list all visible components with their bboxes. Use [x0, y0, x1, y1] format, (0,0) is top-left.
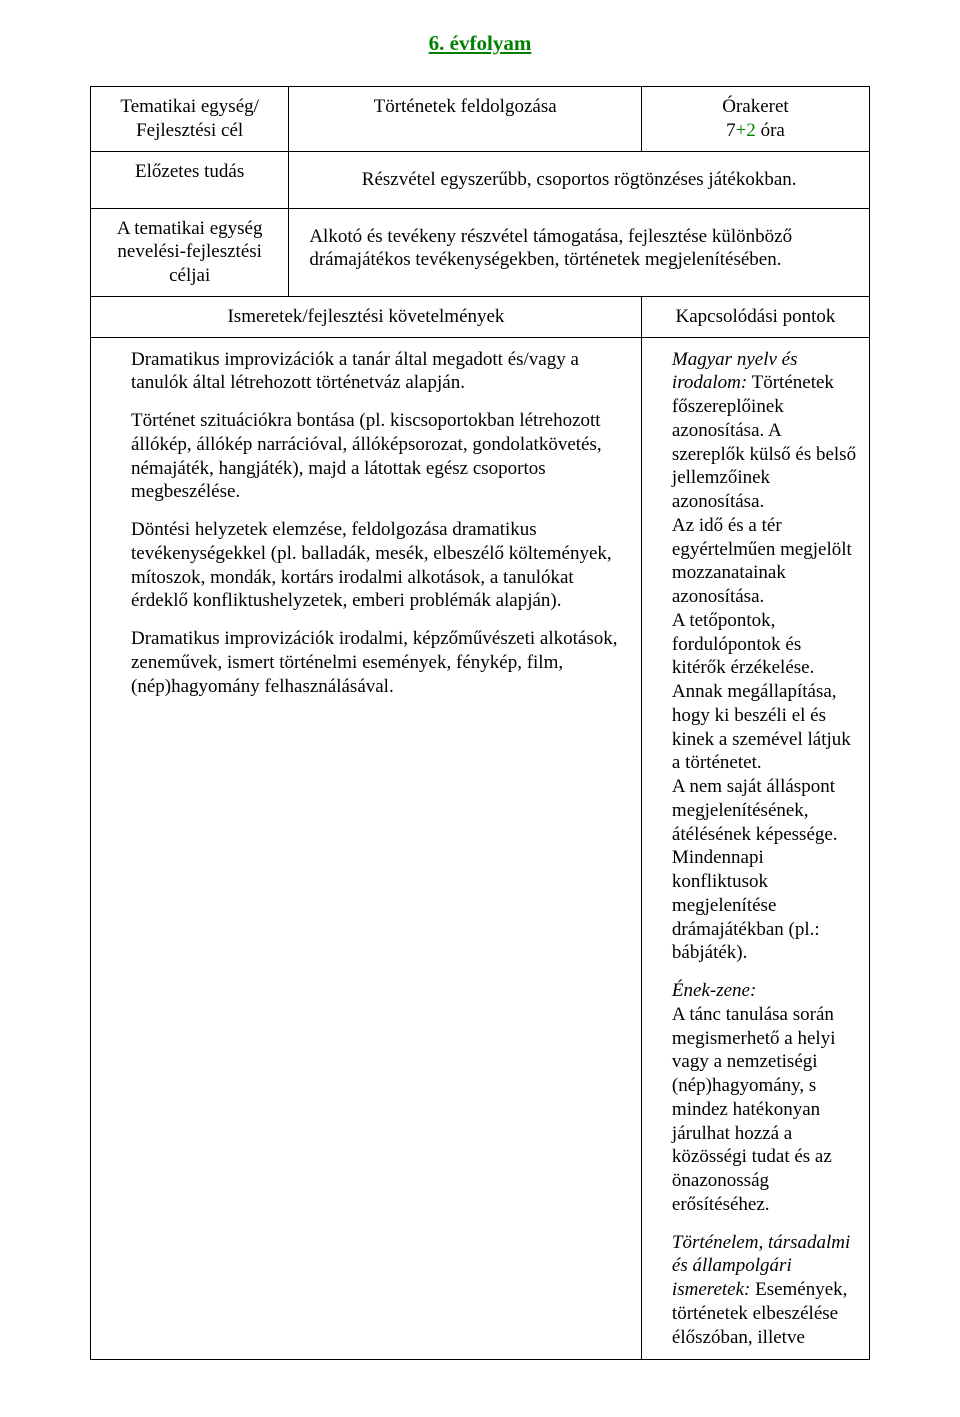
goals-label: A tematikai egység nevelési-fejlesztési … [91, 208, 289, 296]
prior-knowledge-label: Előzetes tudás [91, 151, 289, 208]
requirements-header-row: Ismeretek/fejlesztési követelmények Kapc… [91, 296, 870, 337]
prior-knowledge-row: Előzetes tudás Részvétel egyszerűbb, cso… [91, 151, 870, 208]
right-para-1-body: Történetek főszereplőinek azonosítása. A… [672, 372, 856, 963]
requirements-body-row: Dramatikus improvizációk a tanár által m… [91, 337, 870, 1360]
left-para-1: Dramatikus improvizációk a tanár által m… [131, 348, 629, 396]
right-para-2-body: A tánc tanulása során megismerhető a hel… [672, 1004, 836, 1215]
hours-cell: Órakeret 7+2 óra [641, 87, 869, 152]
document-page: 6. évfolyam Tematikai egység/ Fejlesztés… [0, 0, 960, 1390]
requirements-header-right: Kapcsolódási pontok [641, 296, 869, 337]
right-para-1: Magyar nyelv és irodalom: Történetek fős… [672, 348, 857, 966]
left-para-2: Történet szituációkra bontása (pl. kiscs… [131, 409, 629, 504]
left-para-3: Döntési helyzetek elemzése, feldolgozása… [131, 518, 629, 613]
hours-label: Órakeret [722, 96, 788, 117]
requirements-header-left: Ismeretek/fejlesztési követelmények [91, 296, 642, 337]
goals-text: Alkotó és tevékeny részvétel támogatása,… [289, 208, 870, 296]
unit-label-cell: Tematikai egység/ Fejlesztési cél [91, 87, 289, 152]
hours-suffix: óra [756, 120, 785, 141]
right-para-2-lead: Ének-zene: [672, 980, 756, 1001]
unit-title-cell: Történetek feldolgozása [289, 87, 642, 152]
hours-plus: +2 [736, 120, 756, 141]
right-para-2: Ének-zene: A tánc tanulása során megisme… [672, 979, 857, 1217]
right-para-3: Történelem, társadalmi és állampolgári i… [672, 1231, 857, 1350]
prior-knowledge-text: Részvétel egyszerűbb, csoportos rögtönzé… [289, 151, 870, 208]
requirements-right-cell: Magyar nyelv és irodalom: Történetek fős… [641, 337, 869, 1360]
hours-base: 7 [726, 120, 736, 141]
requirements-left-cell: Dramatikus improvizációk a tanár által m… [91, 337, 642, 1360]
curriculum-table: Tematikai egység/ Fejlesztési cél Történ… [90, 86, 870, 1360]
left-para-4: Dramatikus improvizációk irodalmi, képző… [131, 627, 629, 698]
page-title: 6. évfolyam [90, 30, 870, 56]
goals-row: A tematikai egység nevelési-fejlesztési … [91, 208, 870, 296]
unit-header-row: Tematikai egység/ Fejlesztési cél Történ… [91, 87, 870, 152]
